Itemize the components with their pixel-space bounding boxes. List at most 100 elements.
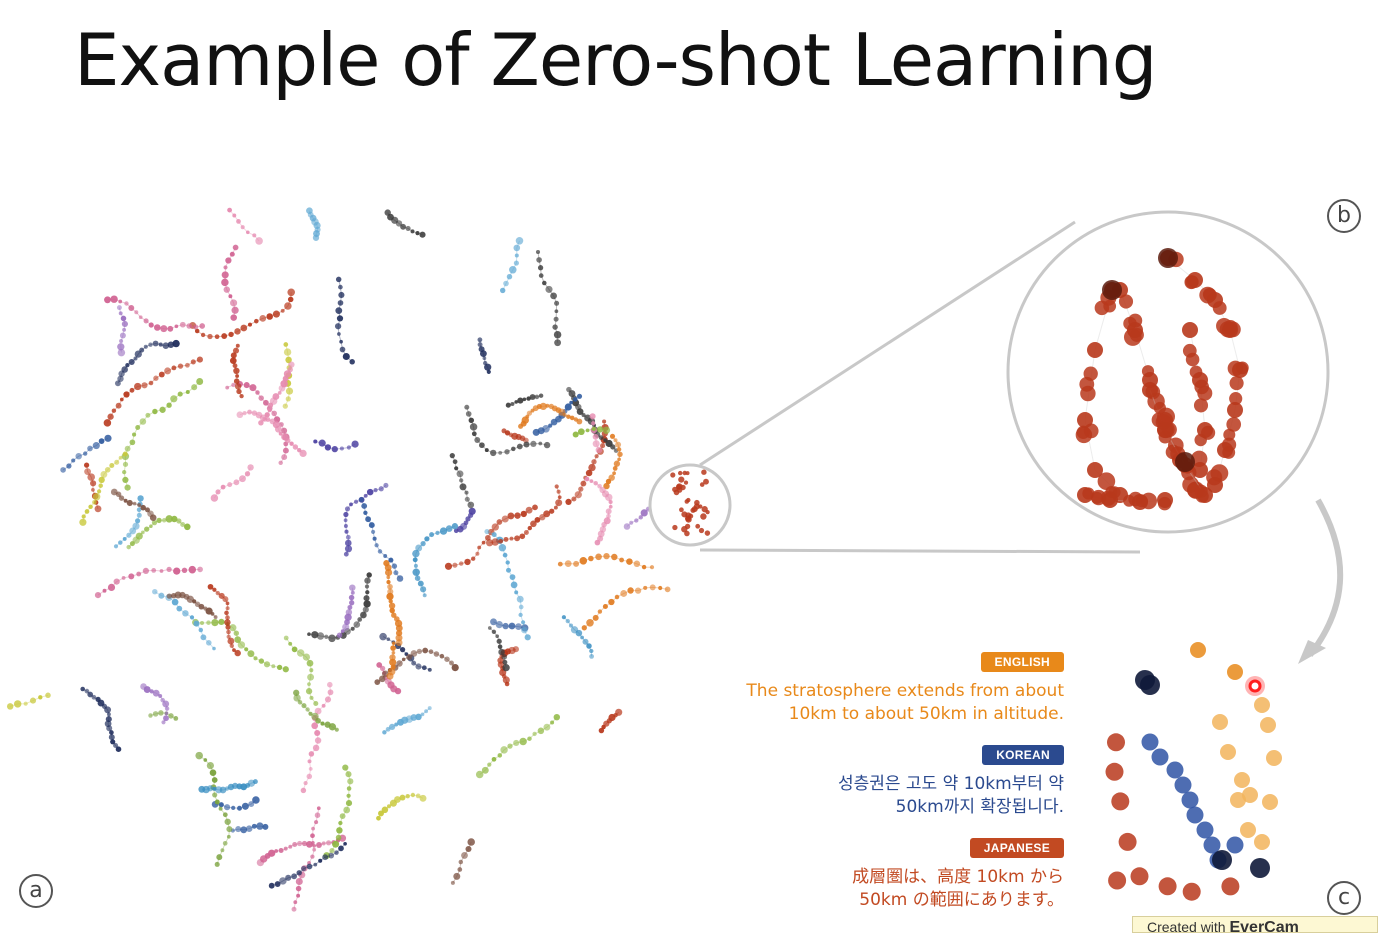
- cluster-point: [1187, 272, 1203, 288]
- embedding-point: [162, 342, 170, 349]
- embedding-point: [308, 711, 313, 716]
- embedding-point: [388, 557, 394, 563]
- embedding-point: [603, 482, 610, 490]
- embedding-point: [364, 577, 371, 584]
- embedding-point: [306, 659, 314, 667]
- embedding-point: [338, 820, 343, 826]
- embedding-point: [383, 560, 390, 567]
- embedding-point: [143, 344, 148, 349]
- embedding-point: [580, 635, 585, 640]
- embedding-point: [510, 401, 515, 407]
- overlap-point: [1140, 675, 1160, 695]
- embedding-point: [149, 524, 153, 529]
- embedding-point: [171, 515, 178, 523]
- embedding-point: [417, 580, 424, 587]
- embedding-point: [274, 425, 282, 433]
- embedding-point: [509, 266, 517, 274]
- embedding-point: [516, 443, 523, 450]
- embedding-point: [307, 632, 311, 637]
- cluster-point: [684, 499, 690, 504]
- embedding-point: [579, 557, 588, 565]
- embedding-point: [518, 423, 524, 429]
- embedding-point: [210, 611, 215, 616]
- embedding-point: [122, 451, 128, 457]
- embedding-point: [118, 495, 125, 501]
- embedding-point: [230, 314, 237, 321]
- embedding-point: [210, 494, 219, 502]
- embedding-point: [396, 575, 404, 582]
- cluster-point: [1153, 401, 1167, 415]
- embedding-point: [186, 323, 192, 329]
- embedding-point: [497, 644, 503, 650]
- embedding-point: [225, 624, 231, 630]
- embedding-point: [382, 730, 387, 735]
- embedding-point: [575, 629, 583, 637]
- embedding-point: [343, 524, 348, 528]
- embedding-point: [165, 515, 173, 523]
- embedding-point: [364, 584, 370, 589]
- embedding-point: [110, 488, 118, 496]
- embedding-point: [234, 649, 241, 657]
- embedding-point: [348, 594, 355, 601]
- embedding-point: [207, 583, 214, 590]
- cluster-point: [1118, 294, 1134, 309]
- embedding-point: [314, 820, 319, 825]
- embedding-point: [372, 536, 377, 541]
- korean-japanese-point: [1158, 877, 1177, 896]
- embedding-point: [241, 802, 249, 810]
- embedding-point: [207, 785, 214, 792]
- embedding-point: [337, 300, 344, 306]
- embedding-point: [557, 495, 562, 500]
- embedding-point: [103, 419, 112, 427]
- embedding-point: [524, 634, 531, 641]
- embedding-point: [156, 517, 162, 524]
- embedding-point: [236, 411, 244, 419]
- embedding-point: [232, 347, 240, 354]
- korean-japanese-point: [1111, 792, 1130, 811]
- embedding-point: [477, 337, 483, 343]
- english-point: [1240, 822, 1256, 838]
- embedding-point: [318, 439, 326, 447]
- embedding-point: [620, 590, 628, 597]
- embedding-point: [338, 291, 345, 299]
- embedding-point: [6, 703, 14, 710]
- embedding-point: [597, 609, 603, 614]
- embedding-point: [170, 395, 178, 403]
- embedding-point: [159, 406, 166, 413]
- embedding-point: [556, 489, 561, 494]
- embedding-point: [211, 618, 219, 627]
- embedding-point: [121, 575, 126, 580]
- embedding-point: [296, 893, 301, 898]
- embedding-point: [514, 535, 521, 542]
- embedding-point: [206, 620, 211, 625]
- embedding-point: [87, 691, 94, 698]
- embedding-point: [23, 701, 28, 706]
- embedding-point: [593, 480, 598, 486]
- embedding-point: [433, 651, 440, 657]
- zoom-connector-lines: [699, 220, 1141, 554]
- embedding-point: [214, 861, 220, 867]
- embedding-point: [88, 504, 93, 510]
- embedding-point: [522, 397, 527, 402]
- embedding-point: [118, 299, 123, 304]
- embedding-point: [379, 665, 386, 672]
- korean-badge: KOREAN: [982, 745, 1064, 765]
- embedding-point: [598, 727, 605, 734]
- embedding-point: [602, 419, 607, 424]
- embedding-point: [538, 441, 543, 446]
- embedding-point: [608, 499, 613, 505]
- embedding-point: [291, 873, 298, 880]
- embedding-point: [113, 742, 119, 749]
- embedding-point: [75, 452, 82, 460]
- korean-japanese-point: [1182, 882, 1201, 901]
- embedding-point: [247, 650, 255, 658]
- embedding-point: [114, 459, 120, 465]
- embedding-point: [465, 516, 471, 522]
- embedding-point: [324, 634, 329, 639]
- embedding-point: [172, 339, 180, 348]
- embedding-point: [502, 659, 508, 665]
- embedding-point: [123, 498, 128, 503]
- embedding-point: [328, 723, 337, 731]
- embedding-point: [218, 592, 225, 599]
- embedding-point: [173, 567, 181, 575]
